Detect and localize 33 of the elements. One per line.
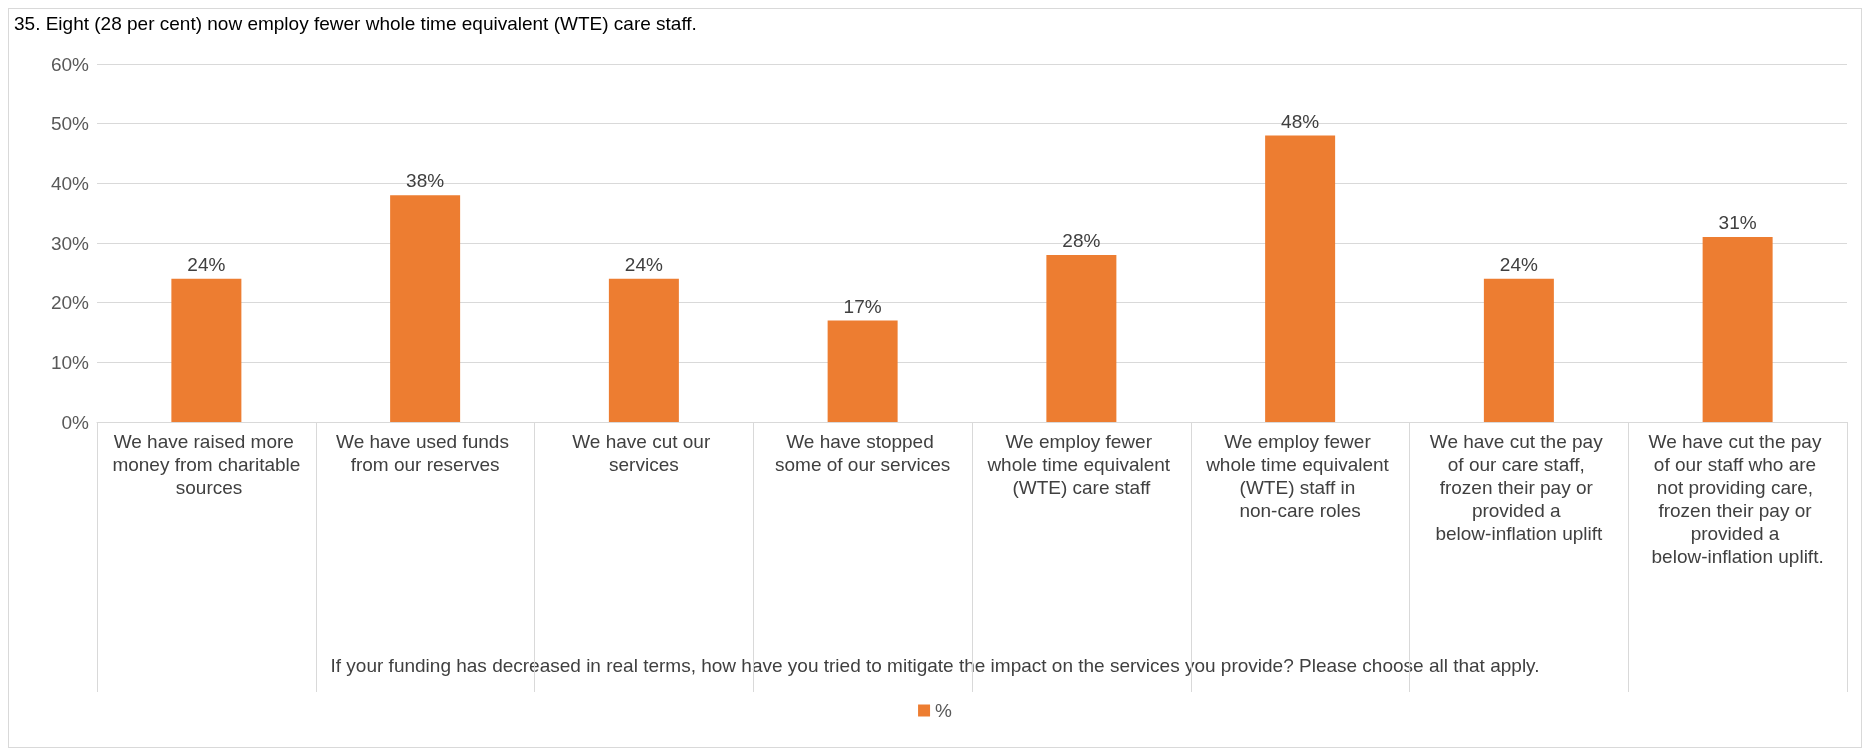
x-tick-label: We employ fewer whole time equivalent (WTE) staff in non-care roles [1205,431,1395,521]
x-tick-label: We have stopped some of our services [774,431,951,475]
chart-title: 35. Eight (28 per cent) now employ fewer whole time equivalent (WTE) care staff. [14,13,697,34]
bar [608,278,679,422]
data-label: 24% [1499,253,1538,275]
data-label: 28% [1062,229,1101,251]
x-tick-label: We employ fewer whole time equivalent (WTE) care staff [986,431,1176,498]
x-tick-label: We have cut the pay of our care staff, frozen their pay or provided a below-inflation uplift [1429,431,1608,544]
bar [827,320,898,422]
data-label: 38% [406,170,445,192]
bar [171,278,242,422]
y-tick-label: 10% [50,351,90,373]
bar [1483,278,1554,422]
y-tick-label: 50% [50,113,90,135]
bar [390,195,461,422]
x-tick-label: We have raised more money from charitable sources [112,431,301,498]
x-tick-label: We have cut the pay of our staff who are not providing care, frozen their pay or provided a below-inflation uplift. [1648,431,1827,567]
y-tick-label: 30% [50,232,90,254]
y-tick-label: 0% [61,411,90,433]
legend-label: % [935,700,953,721]
bar [1265,135,1336,422]
y-tick-label: 40% [50,172,90,194]
x-tick-label: We have used funds from our reserves [336,431,515,475]
bar [1702,237,1773,422]
x-tick-label: We have cut our services [572,431,716,475]
y-tick-label: 60% [50,53,90,75]
data-label: 24% [187,253,226,275]
bar [1046,254,1117,422]
data-label: 17% [843,295,882,317]
data-label: 24% [624,253,663,275]
y-tick-label: 20% [50,292,90,314]
data-label: 31% [1718,212,1757,234]
data-label: 48% [1281,110,1320,132]
